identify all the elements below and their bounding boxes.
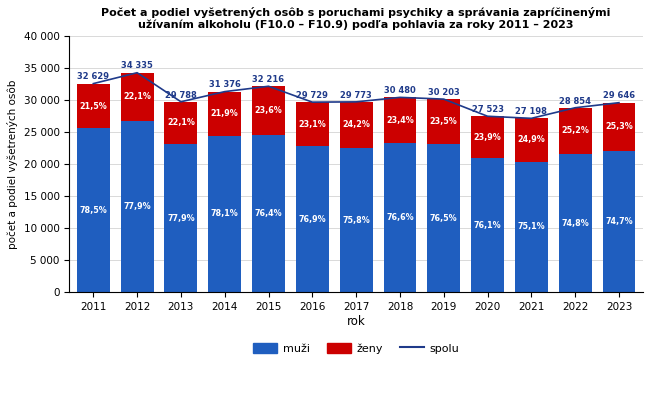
Bar — [471, 116, 504, 158]
Text: 21,9%: 21,9% — [211, 109, 239, 118]
Bar — [603, 151, 636, 292]
Text: 76,1%: 76,1% — [474, 221, 501, 230]
Bar — [340, 148, 372, 292]
Bar — [252, 86, 285, 135]
Text: 78,1%: 78,1% — [211, 209, 239, 218]
Bar — [427, 99, 460, 145]
Text: 25,3%: 25,3% — [605, 122, 633, 131]
Text: 74,7%: 74,7% — [605, 217, 633, 226]
Text: 32 629: 32 629 — [77, 72, 109, 81]
Bar — [603, 103, 636, 151]
Bar — [77, 83, 110, 129]
Bar — [296, 146, 329, 292]
X-axis label: rok: rok — [346, 315, 365, 328]
Bar — [559, 108, 592, 154]
Bar — [77, 129, 110, 292]
Text: 77,9%: 77,9% — [167, 214, 195, 222]
Text: 24,9%: 24,9% — [517, 136, 545, 145]
Text: 23,5%: 23,5% — [430, 117, 458, 126]
Text: 30 480: 30 480 — [384, 86, 416, 95]
Legend: muži, ženy, spolu: muži, ženy, spolu — [248, 339, 464, 358]
Bar — [252, 135, 285, 292]
Text: 29 646: 29 646 — [603, 91, 635, 100]
Bar — [296, 102, 329, 146]
Text: 23,6%: 23,6% — [255, 106, 282, 115]
Text: 25,2%: 25,2% — [561, 127, 589, 136]
Text: 75,1%: 75,1% — [517, 222, 545, 231]
Bar — [164, 144, 198, 292]
Text: 22,1%: 22,1% — [167, 118, 195, 127]
Text: 21,5%: 21,5% — [79, 102, 107, 111]
Bar — [208, 136, 241, 292]
Text: 30 203: 30 203 — [428, 88, 460, 97]
Bar — [384, 97, 417, 143]
Text: 29 729: 29 729 — [296, 91, 328, 100]
Text: 22,1%: 22,1% — [124, 92, 151, 102]
Text: 23,1%: 23,1% — [298, 120, 326, 129]
Text: 31 376: 31 376 — [209, 81, 240, 89]
Bar — [340, 102, 372, 148]
Text: 77,9%: 77,9% — [124, 202, 151, 211]
Bar — [559, 154, 592, 292]
Bar — [515, 118, 548, 162]
Text: 32 216: 32 216 — [252, 75, 285, 84]
Bar — [121, 121, 153, 292]
Text: 27 523: 27 523 — [471, 105, 504, 114]
Bar — [384, 143, 417, 292]
Bar — [208, 92, 241, 136]
Bar — [471, 158, 504, 292]
Bar — [427, 145, 460, 292]
Y-axis label: počet a podiel vyšetrených osôb: počet a podiel vyšetrených osôb — [7, 80, 18, 249]
Text: 24,2%: 24,2% — [342, 120, 370, 129]
Text: 29 773: 29 773 — [340, 91, 372, 99]
Text: 29 788: 29 788 — [165, 90, 197, 99]
Bar — [121, 73, 153, 121]
Text: 27 198: 27 198 — [515, 107, 547, 116]
Text: 76,6%: 76,6% — [386, 213, 414, 222]
Text: 34 335: 34 335 — [121, 62, 153, 70]
Text: 76,9%: 76,9% — [298, 215, 326, 224]
Bar — [515, 162, 548, 292]
Text: 78,5%: 78,5% — [79, 206, 107, 215]
Title: Počet a podiel vyšetrených osôb s poruchami psychiky a správania zapríčinenými
u: Počet a podiel vyšetrených osôb s poruch… — [101, 7, 611, 30]
Text: 76,4%: 76,4% — [255, 209, 282, 218]
Bar — [164, 102, 198, 144]
Text: 76,5%: 76,5% — [430, 214, 458, 223]
Text: 75,8%: 75,8% — [343, 216, 370, 224]
Text: 23,4%: 23,4% — [386, 115, 414, 125]
Text: 74,8%: 74,8% — [562, 219, 589, 228]
Text: 23,9%: 23,9% — [474, 133, 501, 142]
Text: 28 854: 28 854 — [559, 97, 591, 106]
